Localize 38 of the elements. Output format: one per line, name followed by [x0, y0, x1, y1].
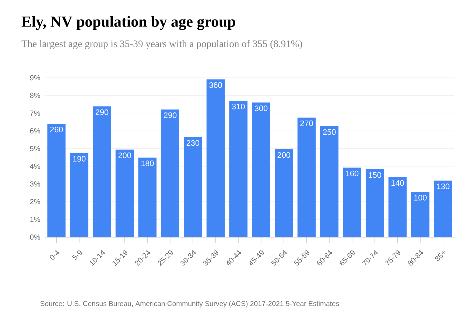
bar — [93, 106, 112, 238]
chart-title: Ely, NV population by age group — [22, 16, 236, 30]
annotation: 230 — [186, 140, 200, 146]
bar — [275, 150, 294, 238]
bar — [411, 192, 430, 238]
annotation: 200 — [118, 152, 132, 158]
annotation: 190 — [73, 156, 86, 162]
bar — [116, 150, 134, 238]
bar — [252, 102, 270, 238]
annotation: 310 — [232, 104, 245, 110]
annotation: 290 — [164, 112, 177, 118]
annotation: 180 — [142, 160, 154, 166]
bar — [366, 170, 384, 238]
annotation: 130 — [437, 184, 450, 190]
bar — [70, 153, 89, 238]
chart-subtitle: The largest age group is 35-39 years with a population of 355 (8.91%) — [22, 40, 302, 50]
bar — [298, 118, 316, 238]
bar — [343, 168, 362, 238]
annotation: 290 — [96, 110, 109, 116]
annotation: 160 — [346, 170, 359, 177]
bar — [138, 158, 157, 238]
bar — [388, 177, 407, 238]
annotation: 100 — [414, 195, 427, 201]
annotation: 300 — [255, 106, 268, 112]
bar — [230, 101, 248, 238]
annotation: 260 — [50, 126, 64, 133]
bar — [206, 80, 225, 238]
bar — [48, 124, 66, 238]
annotation: 360 — [210, 82, 222, 88]
bar — [161, 110, 180, 238]
annotation: 150 — [369, 172, 382, 178]
annotation: 200 — [278, 152, 290, 158]
annotation: 250 — [323, 129, 336, 136]
annotation: 270 — [300, 120, 314, 126]
bar — [320, 126, 339, 238]
bar — [434, 180, 452, 238]
annotation: 140 — [392, 180, 404, 186]
bar — [184, 137, 202, 238]
